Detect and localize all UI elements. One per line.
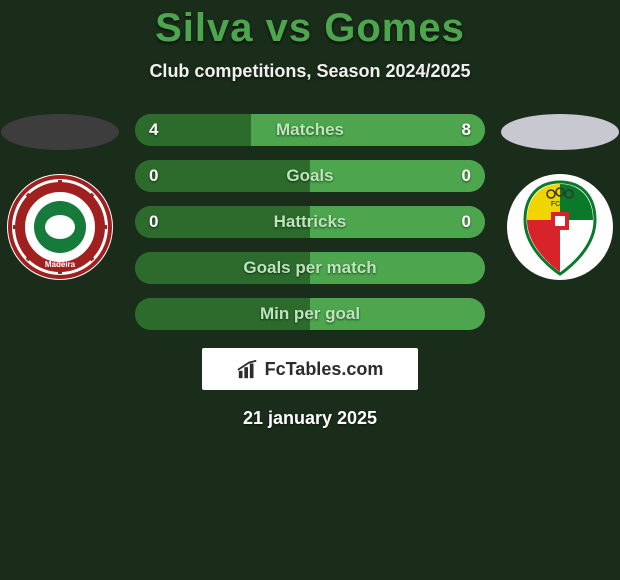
stat-value-right: 8 <box>462 120 471 140</box>
stat-label: Matches <box>276 120 344 140</box>
watermark-text: FcTables.com <box>265 359 384 380</box>
stat-value-right: 0 <box>462 212 471 232</box>
stat-value-left: 0 <box>149 166 158 186</box>
snapshot-date: 21 january 2025 <box>0 408 620 429</box>
stats-container: 4 8 Matches 0 0 Goals 0 0 Hattricks Goals per mat… <box>135 114 485 330</box>
stat-bar-right <box>310 160 485 192</box>
stat-bar-left <box>135 160 310 192</box>
stat-row: 0 0 Goals <box>135 160 485 192</box>
maritimo-crest-icon: Madeira <box>7 174 113 280</box>
watermark: FcTables.com <box>202 348 418 390</box>
stat-row: 4 8 Matches <box>135 114 485 146</box>
left-player-column: Madeira <box>0 114 120 280</box>
stat-row: 0 0 Hattricks <box>135 206 485 238</box>
stat-label: Goals per match <box>243 258 376 278</box>
left-club-badge: Madeira <box>7 174 113 280</box>
stat-label: Goals <box>286 166 333 186</box>
stat-label: Min per goal <box>260 304 360 324</box>
pacos-crest-icon: FCPF <box>507 174 613 280</box>
left-player-silhouette <box>1 114 119 150</box>
stat-value-left: 0 <box>149 212 158 232</box>
stat-row: Goals per match <box>135 252 485 284</box>
stat-value-left: 4 <box>149 120 158 140</box>
stat-value-right: 0 <box>462 166 471 186</box>
stat-label: Hattricks <box>274 212 347 232</box>
right-player-column: FCPF <box>500 114 620 280</box>
right-player-silhouette <box>501 114 619 150</box>
bar-chart-icon <box>237 358 259 380</box>
subtitle: Club competitions, Season 2024/2025 <box>0 61 620 82</box>
page-title: Silva vs Gomes <box>0 0 620 51</box>
svg-text:FCPF: FCPF <box>551 201 570 208</box>
svg-text:Madeira: Madeira <box>45 260 76 269</box>
main-layout: Madeira FCPF <box>0 114 620 330</box>
right-club-badge: FCPF <box>507 174 613 280</box>
stat-row: Min per goal <box>135 298 485 330</box>
